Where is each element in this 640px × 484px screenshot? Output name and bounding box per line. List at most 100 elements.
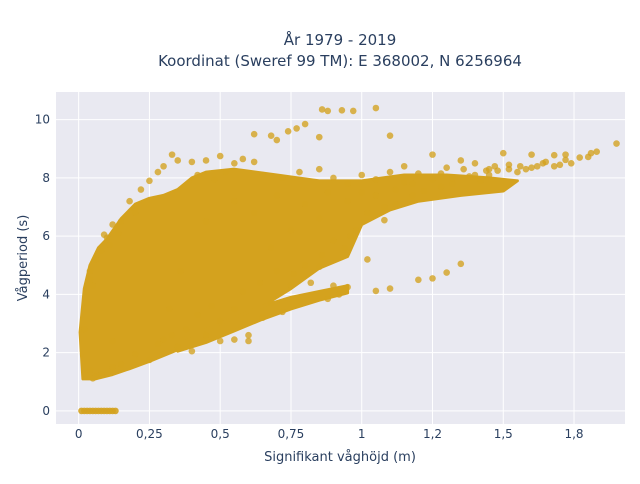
data-point bbox=[97, 247, 105, 255]
data-point bbox=[449, 174, 456, 182]
data-point bbox=[131, 209, 139, 217]
data-point bbox=[381, 216, 388, 224]
data-point bbox=[528, 164, 535, 172]
data-point bbox=[160, 162, 167, 170]
data-point bbox=[174, 157, 182, 164]
data-point bbox=[324, 295, 332, 303]
data-point bbox=[415, 276, 422, 284]
data-point bbox=[287, 227, 295, 234]
data-point bbox=[562, 156, 569, 164]
data-point bbox=[466, 173, 473, 180]
data-point bbox=[562, 151, 569, 158]
data-point bbox=[593, 148, 600, 156]
data-point bbox=[267, 299, 275, 307]
data-point bbox=[341, 244, 349, 252]
data-point bbox=[386, 285, 394, 292]
data-point bbox=[279, 174, 286, 182]
data-point bbox=[550, 162, 558, 170]
data-point bbox=[117, 360, 125, 368]
data-point bbox=[344, 283, 351, 291]
data-point bbox=[100, 231, 108, 239]
data-point bbox=[231, 160, 238, 167]
data-point bbox=[324, 107, 332, 115]
data-point bbox=[188, 347, 196, 355]
data-point bbox=[267, 132, 275, 139]
data-point bbox=[86, 366, 94, 374]
data-point bbox=[372, 192, 380, 199]
data-point bbox=[400, 178, 408, 186]
data-point bbox=[315, 215, 323, 222]
data-point bbox=[146, 177, 153, 185]
data-point bbox=[400, 162, 408, 170]
x-tick-label: 1,2 bbox=[423, 427, 442, 441]
data-point bbox=[522, 165, 530, 173]
data-point bbox=[364, 209, 371, 217]
data-point bbox=[347, 232, 354, 240]
y-tick-label: 10 bbox=[35, 113, 50, 127]
x-tick-label: 0 bbox=[75, 427, 83, 441]
data-point bbox=[81, 326, 88, 333]
data-point bbox=[539, 160, 547, 167]
data-point bbox=[567, 160, 575, 167]
data-point bbox=[335, 291, 343, 298]
data-point bbox=[154, 340, 162, 348]
data-point bbox=[449, 180, 456, 188]
data-point bbox=[315, 165, 323, 173]
data-point bbox=[443, 164, 450, 172]
data-point bbox=[471, 160, 479, 167]
data-point bbox=[168, 331, 176, 339]
data-point bbox=[482, 167, 490, 174]
y-tick-label: 6 bbox=[42, 229, 50, 243]
data-point bbox=[457, 260, 465, 268]
data-point bbox=[222, 168, 230, 176]
data-point-zero-period bbox=[112, 407, 119, 415]
data-point bbox=[392, 186, 400, 193]
data-point bbox=[146, 356, 153, 364]
data-point bbox=[154, 168, 162, 176]
data-point bbox=[358, 189, 366, 196]
data-point bbox=[273, 267, 281, 275]
data-point bbox=[202, 157, 210, 164]
data-point bbox=[245, 337, 252, 345]
data-point bbox=[415, 170, 422, 177]
data-point bbox=[273, 192, 281, 199]
data-point bbox=[409, 192, 416, 199]
data-point bbox=[109, 337, 116, 345]
data-point bbox=[259, 171, 266, 179]
data-point bbox=[89, 374, 97, 382]
x-tick-labels: 0 0,25 0,5 0,75 1 1,2 1,5 1,8 bbox=[75, 427, 584, 441]
density-fill bbox=[78, 167, 519, 381]
data-point bbox=[231, 336, 238, 343]
data-point bbox=[194, 311, 201, 319]
data-point bbox=[358, 171, 366, 179]
data-point bbox=[301, 120, 309, 128]
data-point bbox=[109, 363, 116, 371]
data-point bbox=[381, 203, 388, 211]
data-point bbox=[279, 308, 286, 316]
data-point bbox=[239, 155, 247, 163]
x-axis-label: Signifikant våghöjd (m) bbox=[264, 450, 416, 465]
data-point bbox=[290, 270, 298, 278]
data-point bbox=[307, 279, 315, 287]
chart-title-line2: Koordinat (Sweref 99 TM): E 368002, N 62… bbox=[158, 52, 522, 70]
data-point bbox=[177, 267, 184, 275]
data-point bbox=[211, 176, 218, 183]
data-point bbox=[114, 229, 122, 237]
data-point bbox=[315, 133, 323, 141]
data-point bbox=[330, 282, 337, 289]
x-tick-label: 1,8 bbox=[564, 427, 583, 441]
data-point bbox=[284, 128, 292, 135]
x-tick-label: 0,75 bbox=[278, 427, 305, 441]
data-point bbox=[231, 197, 238, 205]
data-point bbox=[208, 302, 215, 310]
y-tick-label: 4 bbox=[42, 287, 50, 301]
data-point bbox=[516, 162, 524, 170]
data-point bbox=[318, 106, 326, 113]
y-tick-labels: 0 2 4 6 8 10 bbox=[35, 113, 50, 418]
data-points bbox=[78, 104, 620, 415]
data-point bbox=[216, 337, 224, 345]
data-point bbox=[86, 267, 94, 275]
data-point bbox=[83, 299, 91, 307]
data-point bbox=[344, 197, 351, 205]
data-point bbox=[584, 153, 592, 161]
